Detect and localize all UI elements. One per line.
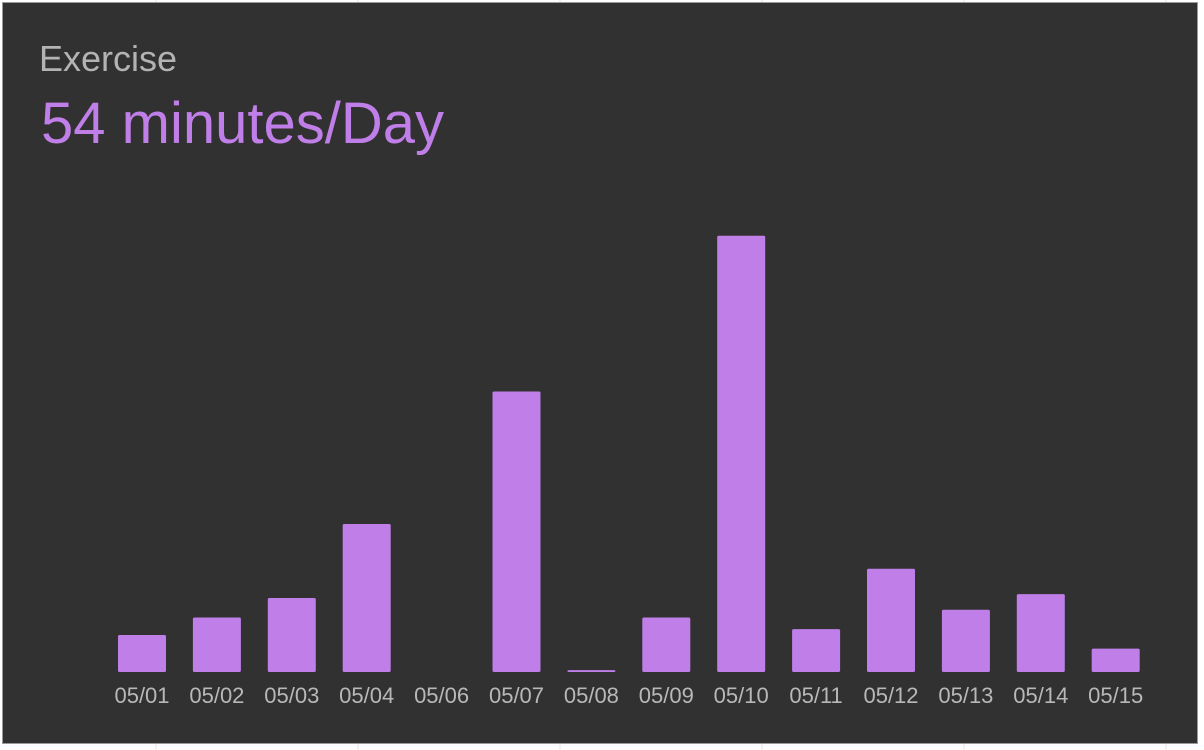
- bar-05-10: [717, 236, 765, 672]
- bar-05-01: [118, 635, 166, 672]
- x-tick-label: 05/07: [489, 683, 544, 708]
- x-tick-label: 05/13: [938, 683, 993, 708]
- x-tick-label: 05/10: [714, 683, 769, 708]
- bar-05-07: [493, 392, 541, 673]
- x-tick-label: 05/02: [189, 683, 244, 708]
- x-tick-label: 05/03: [264, 683, 319, 708]
- x-tick-label: 05/08: [564, 683, 619, 708]
- bar-chart: 05/01 05/02 05/03 05/04 05/06 05/07 05/08 05/09…: [3, 3, 1199, 745]
- bar-05-08: [567, 670, 615, 672]
- x-tick-label: 05/04: [339, 683, 394, 708]
- x-tick-label: 05/12: [863, 683, 918, 708]
- bar-05-13: [942, 610, 990, 672]
- bar-05-11: [792, 629, 840, 672]
- x-tick-label: 05/06: [414, 683, 469, 708]
- bar-05-14: [1017, 594, 1065, 672]
- bar-05-03: [268, 598, 316, 672]
- x-tick-label: 05/15: [1088, 683, 1143, 708]
- bar-05-12: [867, 569, 915, 672]
- bar-05-04: [343, 524, 391, 672]
- bar-05-02: [193, 618, 241, 673]
- bar-05-09: [642, 618, 690, 673]
- x-tick-label: 05/11: [789, 683, 842, 708]
- x-tick-label: 05/14: [1013, 683, 1068, 708]
- x-tick-label: 05/01: [114, 683, 169, 708]
- bar-05-15: [1092, 649, 1140, 672]
- tick-labels-group: 05/01 05/02 05/03 05/04 05/06 05/07 05/08 05/09…: [114, 683, 1143, 708]
- bars-group: [118, 236, 1140, 672]
- x-tick-label: 05/09: [639, 683, 694, 708]
